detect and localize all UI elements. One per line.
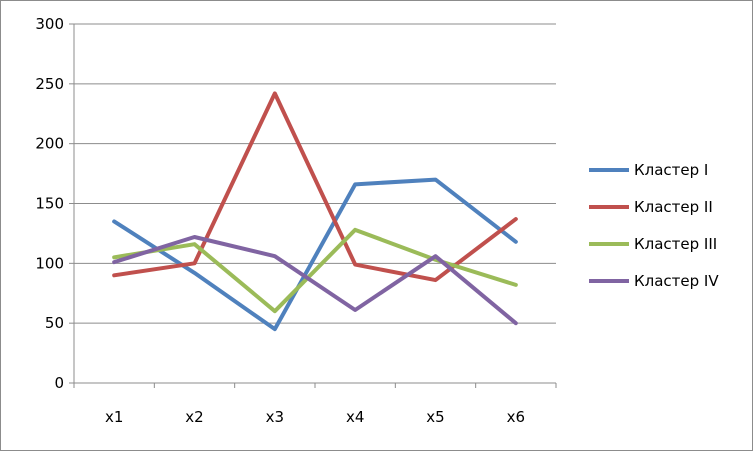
y-tick-label: 200 — [35, 135, 64, 153]
y-tick-label: 50 — [45, 314, 64, 332]
x-tick-label: x1 — [105, 408, 123, 426]
series-lines — [112, 91, 518, 332]
series-line — [112, 235, 518, 326]
x-tick-label: x5 — [426, 408, 444, 426]
x-tick-label: x3 — [266, 408, 284, 426]
y-tick-label: 0 — [54, 374, 64, 392]
series-line — [112, 227, 518, 314]
legend: Кластер I Кластер II Кластер III Кластер IV — [589, 161, 719, 290]
legend-label: Кластер I — [634, 161, 708, 179]
y-tick-labels: 0 50 100 150 200 250 300 — [35, 15, 64, 392]
legend-label: Кластер IV — [634, 272, 719, 290]
legend-label: Кластер III — [634, 235, 717, 253]
x-tick-labels: x1 x2 x3 x4 x5 x6 — [105, 408, 525, 426]
x-tick-label: x2 — [185, 408, 203, 426]
legend-label: Кластер II — [634, 198, 713, 216]
y-tick-label: 250 — [35, 75, 64, 93]
series-line — [112, 177, 518, 332]
y-tick-label: 150 — [35, 195, 64, 213]
series-line — [112, 91, 518, 283]
y-tick-label: 100 — [35, 254, 64, 272]
axes — [69, 23, 557, 388]
x-tick-label: x6 — [507, 408, 525, 426]
x-tick-label: x4 — [346, 408, 364, 426]
y-tick-label: 300 — [35, 15, 64, 33]
gridlines — [74, 23, 556, 324]
